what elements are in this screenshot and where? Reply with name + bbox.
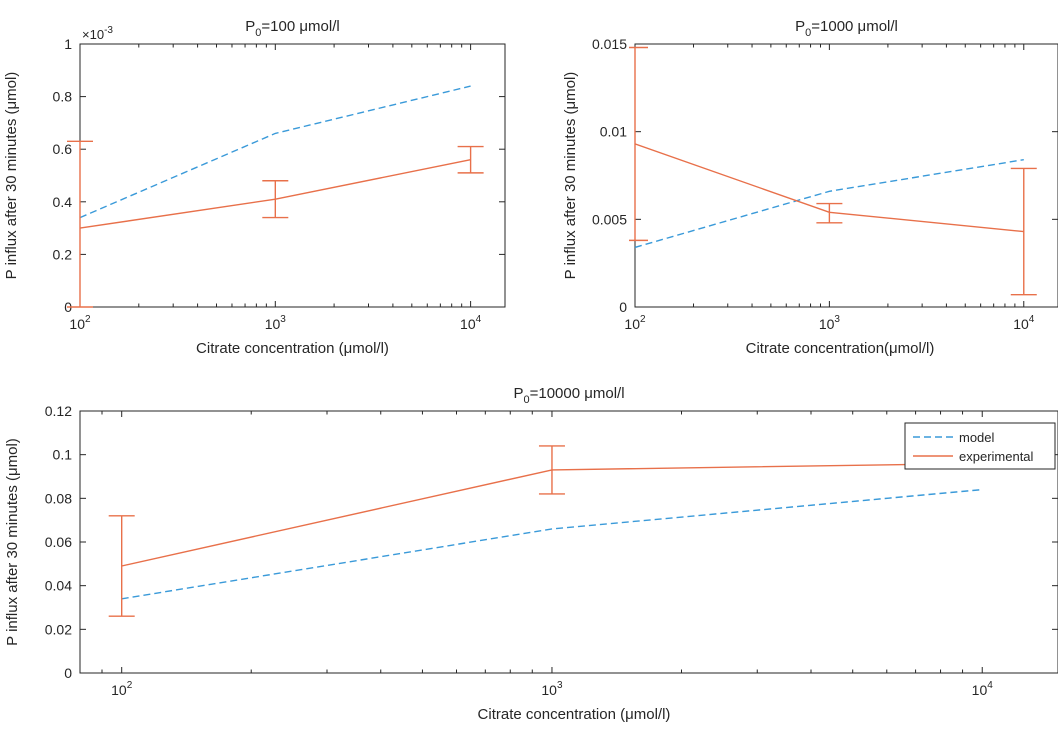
y-tick-label: 0.4 [53, 194, 73, 210]
x-axis-label: Citrate concentration(μmol/l) [746, 340, 935, 357]
y-axis-label: P influx after 30 minutes (μmol) [3, 72, 20, 280]
y-tick-label: 0.06 [45, 534, 72, 550]
y-axis-label: P influx after 30 minutes (μmol) [562, 72, 579, 280]
plot-area [67, 85, 484, 308]
x-axis-label: Citrate concentration (μmol/l) [196, 340, 389, 357]
series-line-model [121, 488, 983, 600]
axes-box [79, 43, 506, 308]
legend-label-model: model [959, 430, 995, 445]
plot-area [108, 445, 983, 617]
x-tick-label: 104 [460, 314, 482, 332]
x-tick-label: 102 [69, 314, 91, 332]
y-tick-label: 0.1 [53, 447, 73, 463]
y-tick-label: 0.01 [600, 124, 627, 140]
y-tick-label: 0.08 [45, 490, 72, 506]
y-tick-label: 0 [64, 665, 72, 681]
x-tick-label: 103 [265, 314, 287, 332]
x-tick-label: 103 [541, 680, 563, 698]
series-line-model [79, 85, 471, 219]
chart-title: P0=100 μmol/l [245, 18, 339, 39]
y-tick-label: 1 [64, 36, 72, 52]
legend-box [904, 422, 1056, 470]
x-axis-label: Citrate concentration (μmol/l) [478, 706, 671, 723]
legend-label-experimental: experimental [959, 449, 1034, 464]
chart-panel-2: 102 103 104 0 0.005 0.01 0.015 P0=1000 μmol/l Ci… [562, 18, 1058, 357]
y-tick-label: 0.12 [45, 403, 72, 419]
chart-title: P0=1000 μmol/l [795, 18, 898, 39]
y-tick-label: 0.015 [592, 36, 627, 52]
chart-title: P0=10000 μmol/l [513, 385, 624, 406]
y-axis-label: P influx after 30 minutes (μmol) [4, 438, 21, 646]
y-tick-label: 0.005 [592, 211, 627, 227]
series-line-model [634, 159, 1024, 249]
y-tick-label: 0 [619, 299, 627, 315]
y-tick-label: 0.6 [53, 141, 73, 157]
x-tick-label: 104 [972, 680, 994, 698]
y-tick-label: 0.8 [53, 89, 73, 105]
y-exponent-label: ×10-3 [82, 25, 113, 42]
x-tick-label: 103 [819, 314, 841, 332]
y-tick-label: 0.2 [53, 246, 73, 262]
legend: model experimental [904, 422, 1056, 470]
axes-box [634, 43, 1058, 308]
x-tick-label: 104 [1013, 314, 1035, 332]
chart-panel-3: 102 103 104 0 0.02 0.04 0.06 0.08 0.1 0.12 P0=1000… [4, 385, 1058, 723]
plot-area [629, 46, 1037, 296]
x-tick-label: 102 [624, 314, 646, 332]
x-tick-label: 102 [111, 680, 133, 698]
y-tick-label: 0.02 [45, 621, 72, 637]
y-tick-label: 0.04 [45, 578, 72, 594]
